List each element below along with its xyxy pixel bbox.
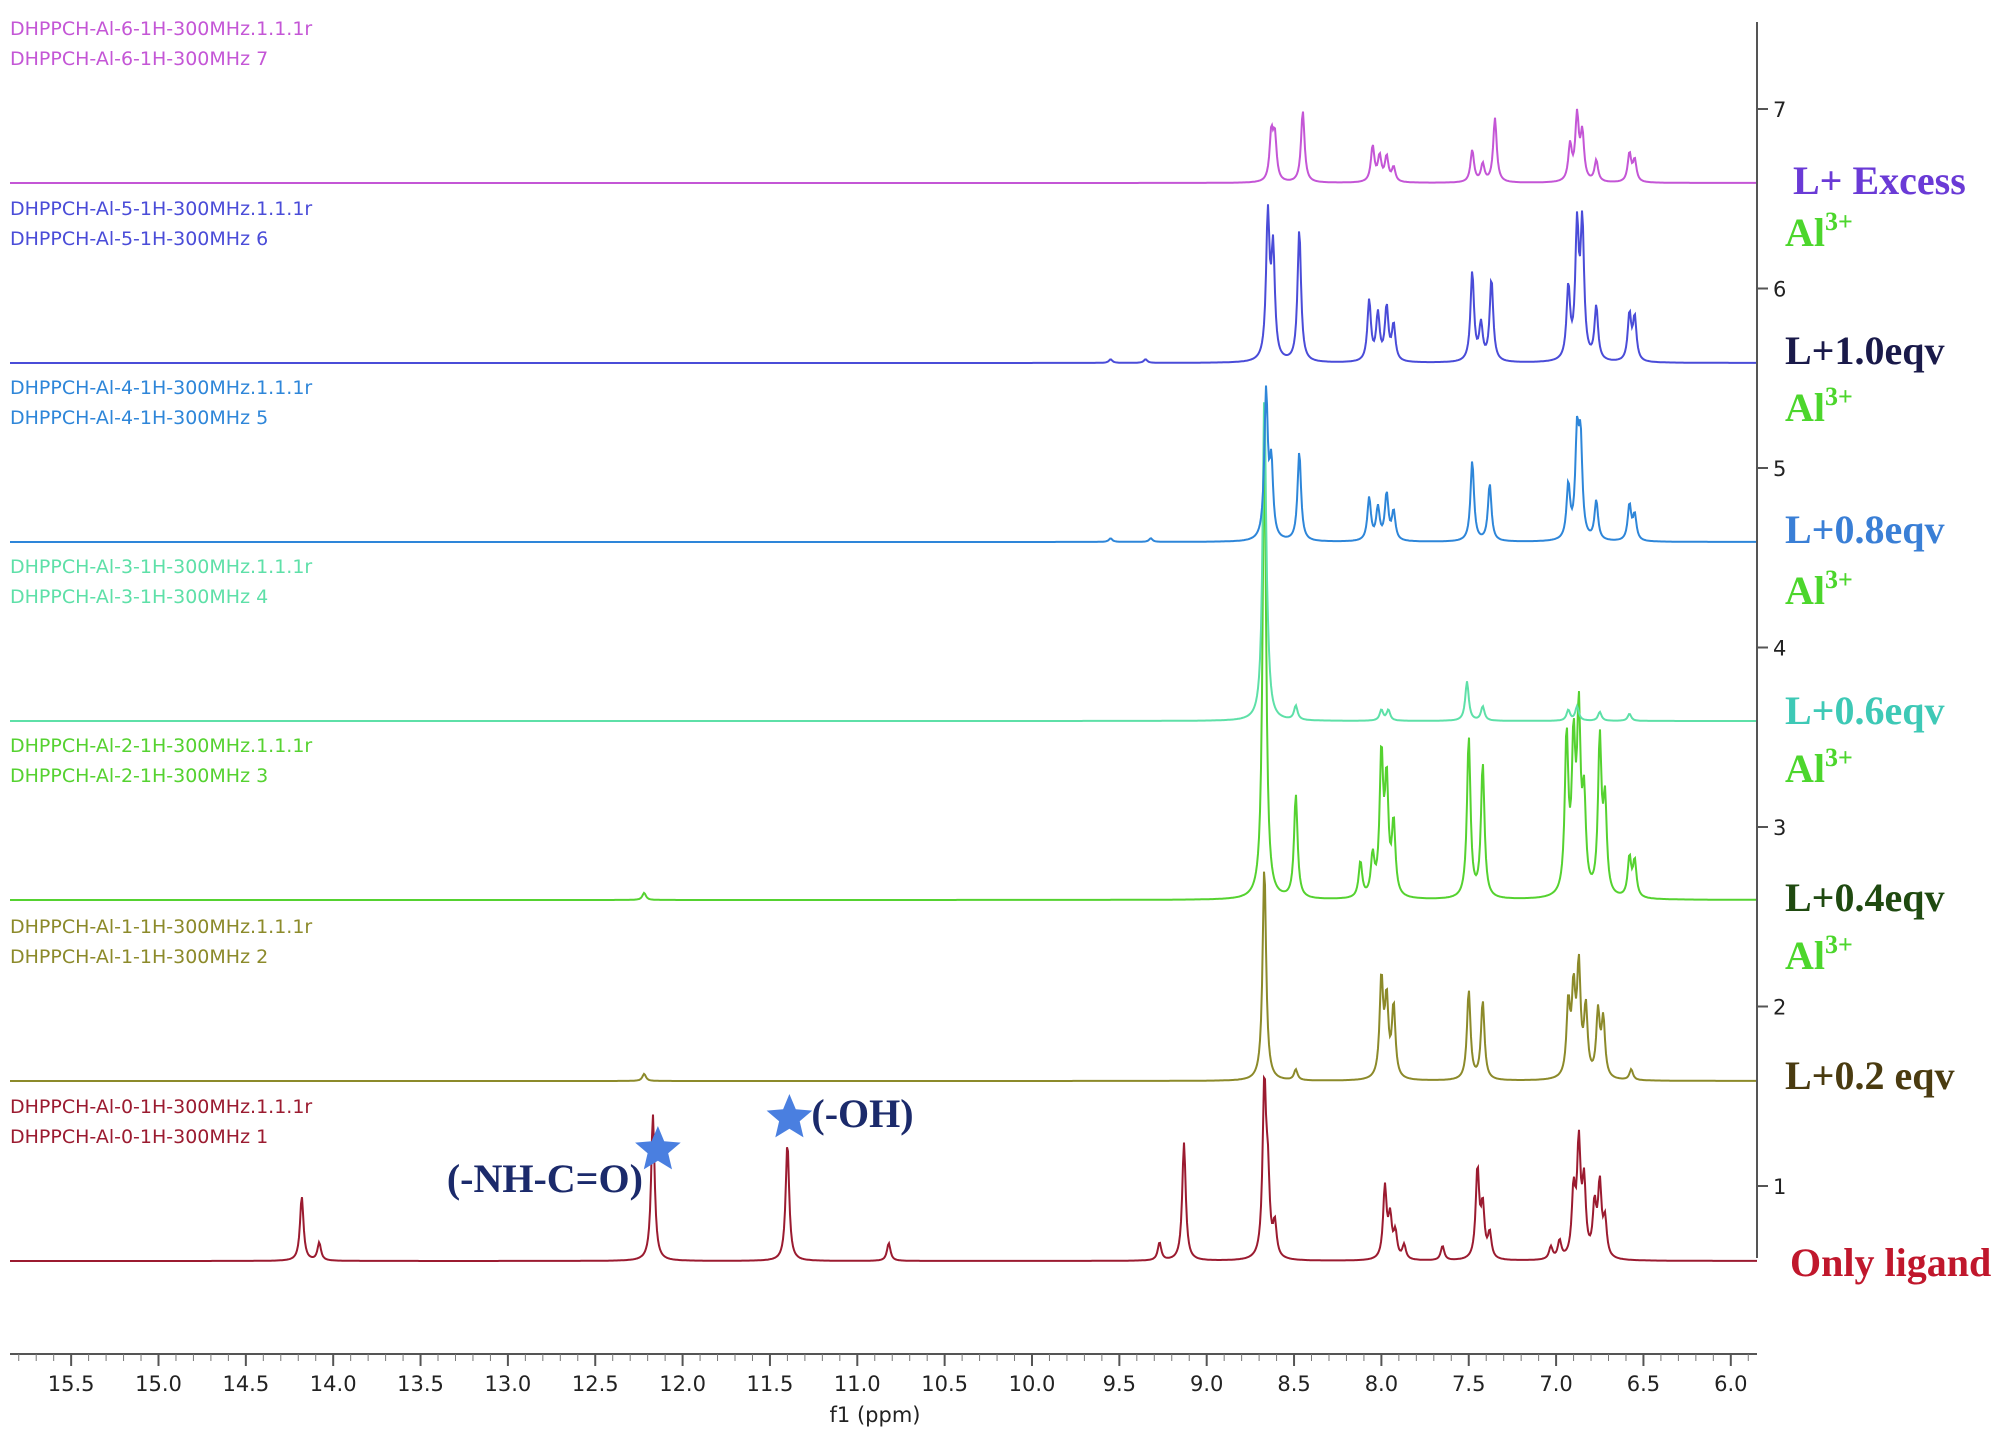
spectrum-line-4: [10, 402, 1757, 722]
x-tick-label-11: 10.0: [1009, 1372, 1056, 1396]
x-tick-label-9: 11.0: [834, 1372, 881, 1396]
y-tick-label-4: 5: [1773, 457, 1786, 481]
spectrum-line-6: [10, 204, 1757, 364]
y-tick-label-1: 2: [1773, 996, 1786, 1020]
x-tick-label-6: 12.5: [572, 1372, 619, 1396]
annotations-layer: (-NH-C=O) (-OH): [447, 1091, 914, 1201]
x-tick-label-19: 6.0: [1714, 1372, 1747, 1396]
y-tick-label-6: 7: [1773, 98, 1786, 122]
al-label-6: Al3+: [1785, 207, 1853, 255]
spectrum-name-5-line2: DHPPCH-Al-4-1H-300MHz 5: [10, 407, 268, 429]
spectrum-name-7-line2: DHPPCH-Al-6-1H-300MHz 7: [10, 48, 268, 70]
condition-label-5: L+0.8eqv: [1785, 507, 1944, 552]
x-tick-label-3: 14.0: [310, 1372, 357, 1396]
x-tick-label-17: 7.0: [1539, 1372, 1572, 1396]
al-label-4: Al3+: [1785, 565, 1853, 613]
x-tick-label-12: 9.5: [1103, 1372, 1136, 1396]
spectrum-line-7: [10, 108, 1757, 184]
spectrum-line-2: [10, 871, 1757, 1082]
condition-label-1: Only ligand: [1790, 1240, 1991, 1285]
spectrum-name-7-line1: DHPPCH-Al-6-1H-300MHz.1.1.1r: [10, 18, 312, 40]
spectrum-name-3-line1: DHPPCH-Al-2-1H-300MHz.1.1.1r: [10, 735, 312, 757]
spectrum-line-5: [10, 385, 1757, 543]
spectrum-name-5-line1: DHPPCH-Al-4-1H-300MHz.1.1.1r: [10, 377, 312, 399]
x-tick-label-13: 9.0: [1190, 1372, 1223, 1396]
condition-label-7: L+ Excess: [1793, 158, 1966, 203]
spectrum-name-1-line2: DHPPCH-Al-0-1H-300MHz 1: [10, 1126, 268, 1148]
annotation-oh: (-OH): [811, 1091, 913, 1136]
x-tick-label-10: 10.5: [921, 1372, 968, 1396]
spectrum-line-3: [10, 446, 1757, 901]
y-tick-label-3: 4: [1773, 637, 1786, 661]
spectrum-line-1: [10, 1074, 1757, 1262]
condition-labels-layer: Only ligand L+0.2 eqv Al3+ L+0.4eqv Al3+ L+0.…: [1785, 158, 1991, 1285]
x-tick-label-14: 8.5: [1277, 1372, 1310, 1396]
x-tick-label-18: 6.5: [1627, 1372, 1660, 1396]
spectrum-name-1-line1: DHPPCH-Al-0-1H-300MHz.1.1.1r: [10, 1096, 312, 1118]
spectrum-name-3-line2: DHPPCH-Al-2-1H-300MHz 3: [10, 765, 268, 787]
spectrum-name-2-line1: DHPPCH-Al-1-1H-300MHz.1.1.1r: [10, 916, 312, 938]
x-tick-label-7: 12.0: [659, 1372, 706, 1396]
spectrum-name-6-line2: DHPPCH-Al-5-1H-300MHz 6: [10, 228, 268, 250]
spectrum-name-6-line1: DHPPCH-Al-5-1H-300MHz.1.1.1r: [10, 198, 312, 220]
spectrum-name-4-line1: DHPPCH-Al-3-1H-300MHz.1.1.1r: [10, 556, 312, 578]
condition-label-4: L+0.6eqv: [1785, 688, 1944, 733]
al-label-5: Al3+: [1785, 382, 1853, 430]
annotation-nh-co: (-NH-C=O): [447, 1156, 643, 1201]
condition-label-6: L+1.0eqv: [1785, 328, 1944, 373]
al-label-2: Al3+: [1785, 930, 1853, 978]
condition-label-3: L+0.4eqv: [1785, 875, 1944, 920]
x-tick-label-2: 14.5: [222, 1372, 269, 1396]
x-tick-label-5: 13.0: [485, 1372, 532, 1396]
x-tick-label-0: 15.5: [48, 1372, 95, 1396]
x-axis-label: f1 (ppm): [830, 1403, 921, 1427]
x-tick-label-15: 8.0: [1365, 1372, 1398, 1396]
x-tick-label-16: 7.5: [1452, 1372, 1485, 1396]
spectrum-name-2-line2: DHPPCH-Al-1-1H-300MHz 2: [10, 946, 268, 968]
condition-label-2: L+0.2 eqv: [1785, 1053, 1954, 1098]
star-icon-nh: [635, 1126, 681, 1170]
spectra-layer: [10, 108, 1757, 1262]
spectrum-name-4-line2: DHPPCH-Al-3-1H-300MHz 4: [10, 586, 268, 608]
spectrum-names-layer: DHPPCH-Al-0-1H-300MHz.1.1.1r DHPPCH-Al-0-…: [10, 18, 312, 1148]
al-label-3: Al3+: [1785, 743, 1853, 791]
x-axis: f1 (ppm) 15.5 15.0 14.5 14.0 13.5 13.0 12.5 12.…: [10, 1353, 1757, 1427]
x-tick-label-4: 13.5: [397, 1372, 444, 1396]
x-tick-label-1: 15.0: [135, 1372, 182, 1396]
y-tick-label-2: 3: [1773, 816, 1786, 840]
x-tick-label-8: 11.5: [747, 1372, 794, 1396]
y-tick-label-5: 6: [1773, 278, 1786, 302]
y-tick-label-0: 1: [1773, 1175, 1786, 1199]
star-icon-oh: [766, 1094, 813, 1138]
y-axis: 1 2 3 4 5 6 7: [1756, 22, 1786, 1258]
